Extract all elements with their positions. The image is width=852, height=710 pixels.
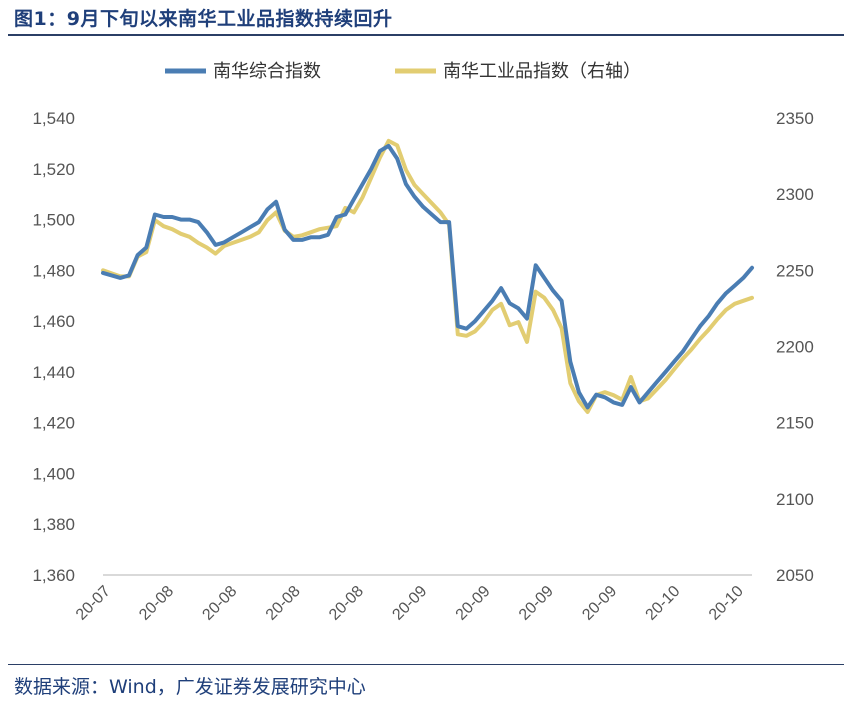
y-left-tick-label: 1,540 <box>32 109 75 128</box>
series-line-industrial <box>101 138 754 414</box>
x-tick-label: 20-09 <box>516 583 557 624</box>
x-tick-label: 20-08 <box>326 583 367 624</box>
x-tick-label: 20-09 <box>579 583 620 624</box>
legend-label-composite: 南华综合指数 <box>213 61 321 82</box>
x-tick-label: 20-08 <box>199 583 240 624</box>
y-right-tick-label: 2150 <box>776 414 814 433</box>
x-tick-label: 20-10 <box>706 583 747 624</box>
y-right-tick-label: 2200 <box>776 338 814 357</box>
y-right-tick-label: 2100 <box>776 490 814 509</box>
x-tick-label: 20-09 <box>453 583 494 624</box>
y-left-tick-label: 1,420 <box>32 414 75 433</box>
y-right-tick-label: 2050 <box>776 566 814 585</box>
x-tick-label: 20-10 <box>643 583 684 624</box>
x-tick-label: 20-08 <box>136 583 177 624</box>
y-right-tick-label: 2350 <box>776 109 814 128</box>
y-right-tick-label: 2250 <box>776 261 814 280</box>
x-tick-label: 20-09 <box>389 583 430 624</box>
y-left-tick-label: 1,480 <box>32 261 75 280</box>
y-right-tick-label: 2300 <box>776 185 814 204</box>
chart-area: 南华综合指数 南华工业品指数（右轴） 1,3601,3801,4001,4201… <box>32 61 813 624</box>
axes: 1,360 1,380 1,400 1,420 1,440 1,460 1,480 1,500… <box>32 109 813 624</box>
y-left-tick-label: 1,400 <box>32 464 75 483</box>
y-left-tick-label: 1,520 <box>32 160 75 179</box>
x-tick-label: 20-07 <box>73 583 114 624</box>
figure-title: 图1：9月下旬以来南华工业品指数持续回升 <box>14 8 393 30</box>
top-divider <box>8 34 844 36</box>
source-note: 数据来源：Wind，广发证券发展研究中心 <box>14 676 366 698</box>
series-line-composite <box>101 143 754 410</box>
series-layer <box>101 138 754 414</box>
bottom-divider <box>8 664 844 665</box>
y-left-tick-label: 1,440 <box>32 363 75 382</box>
y-left-tick-label: 1,360 <box>32 566 75 585</box>
y-left-tick-label: 1,500 <box>32 211 75 230</box>
legend-label-industrial: 南华工业品指数（右轴） <box>443 61 641 82</box>
legend: 南华综合指数 南华工业品指数（右轴） <box>165 61 641 82</box>
x-tick-label: 20-08 <box>263 583 304 624</box>
y-left-tick-label: 1,460 <box>32 312 75 331</box>
y-left-tick-label: 1,380 <box>32 515 75 534</box>
